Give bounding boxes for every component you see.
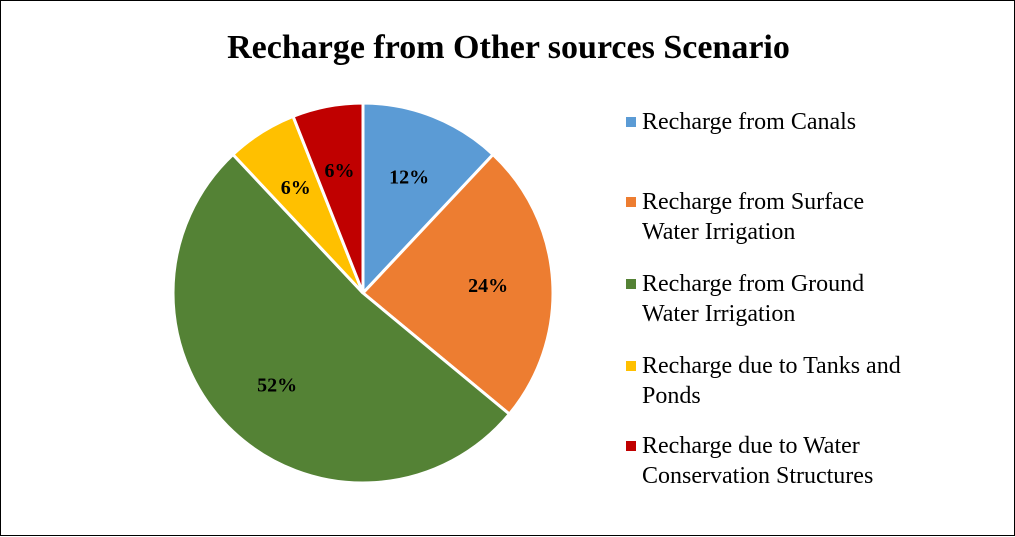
data-label-1: 24% xyxy=(468,275,508,297)
legend-item-0: Recharge from Canals xyxy=(626,107,1006,137)
legend-swatch-2 xyxy=(626,279,636,289)
legend-item-2: Recharge from Ground Water Irrigation xyxy=(626,269,1006,329)
legend-label-1: Recharge from Surface Water Irrigation xyxy=(642,189,865,245)
legend-label-0: Recharge from Canals xyxy=(642,109,857,135)
pie-slice-2 xyxy=(171,152,512,485)
legend-item-1: Recharge from Surface Water Irrigation xyxy=(626,187,1006,247)
legend-swatch-0 xyxy=(626,117,636,127)
legend-label-4: Recharge due to Water Conservation Struct… xyxy=(642,433,874,489)
legend-swatch-1 xyxy=(626,197,636,207)
legend-item-4: Recharge due to Water Conservation Struct… xyxy=(626,431,1006,491)
legend-item-3: Recharge due to Tanks and Ponds xyxy=(626,351,1006,411)
data-label-4: 6% xyxy=(325,160,355,182)
pie-slice-4 xyxy=(291,101,365,294)
data-label-0: 12% xyxy=(389,166,429,188)
data-label-3: 6% xyxy=(281,177,311,199)
data-label-2: 52% xyxy=(257,374,297,396)
legend-label-2: Recharge from Ground Water Irrigation xyxy=(642,271,865,327)
legend-label-3: Recharge due to Tanks and Ponds xyxy=(642,353,901,409)
legend-swatch-3 xyxy=(626,361,636,371)
pie-slice-0 xyxy=(361,101,496,297)
legend-swatch-4 xyxy=(626,441,636,451)
pie-slice-1 xyxy=(360,152,555,417)
chart-title: Recharge from Other sources Scenario xyxy=(227,29,790,66)
